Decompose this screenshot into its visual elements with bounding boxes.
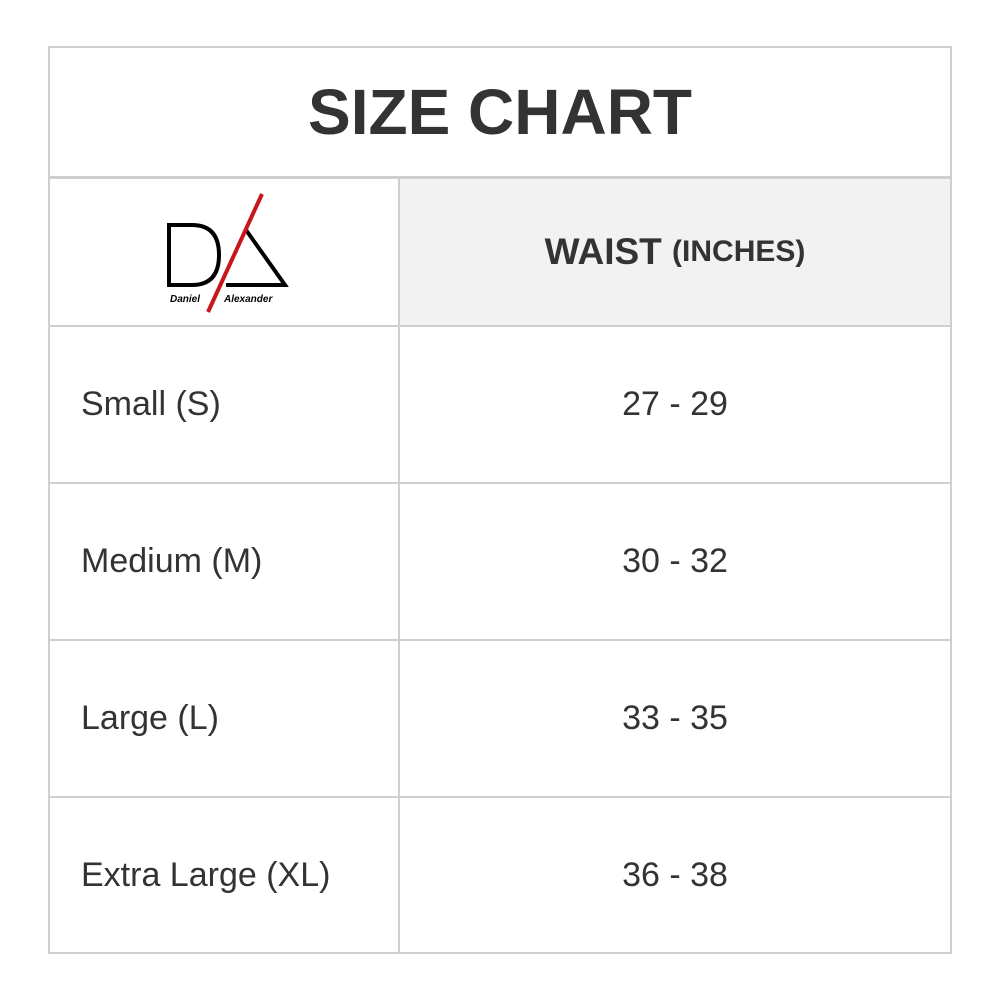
logo-text-right: Alexander [223,294,273,305]
logo-cell: Daniel Alexander [50,179,400,325]
daniel-alexander-logo: Daniel Alexander [167,193,289,313]
header-unit: (INCHES) [672,235,806,268]
logo-text-left: Daniel [170,294,200,305]
waist-value: 27 - 29 [622,385,728,423]
waist-value: 30 - 32 [622,542,728,580]
size-label: Medium (M) [50,484,400,639]
size-label: Large (L) [50,641,400,796]
table-row: Small (S) 27 - 29 [50,327,950,484]
page-title: SIZE CHART [50,48,950,179]
waist-value: 36 - 38 [622,855,728,894]
size-chart-table: SIZE CHART Daniel Alexander WAIST (INCHE… [48,46,952,954]
header-measure: WAIST [544,231,662,272]
size-label: Small (S) [50,327,400,482]
waist-value: 33 - 35 [622,699,728,737]
table-row: Large (L) 33 - 35 [50,641,950,798]
table-row: Medium (M) 30 - 32 [50,484,950,641]
header-row: Daniel Alexander WAIST (INCHES) [50,179,950,327]
table-row: Extra Large (XL) 36 - 38 [50,798,950,952]
header-waist: WAIST (INCHES) [400,179,950,325]
size-label: Extra Large (XL) [50,798,400,952]
